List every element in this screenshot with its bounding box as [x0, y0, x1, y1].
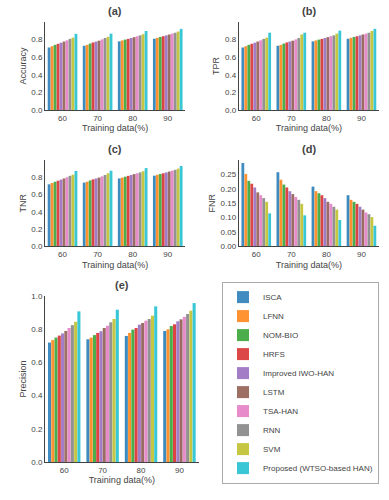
svg-text:60: 60	[252, 250, 261, 259]
svg-text:ISCA: ISCA	[263, 293, 282, 302]
svg-text:0.8: 0.8	[31, 35, 43, 44]
svg-text:80: 80	[322, 114, 331, 123]
svg-text:LSTM: LSTM	[263, 388, 285, 397]
svg-text:90: 90	[163, 114, 172, 123]
svg-text:0.00: 0.00	[221, 242, 237, 251]
svg-text:SVM: SVM	[263, 445, 281, 454]
svg-text:1.0: 1.0	[31, 292, 43, 301]
svg-text:0.6: 0.6	[31, 190, 43, 199]
svg-text:0.6: 0.6	[31, 358, 43, 367]
svg-text:0.10: 0.10	[221, 213, 237, 222]
svg-text:0.6: 0.6	[31, 53, 43, 62]
svg-text:HRFS: HRFS	[263, 350, 285, 359]
svg-text:80: 80	[137, 466, 146, 475]
svg-text:FNR: FNR	[207, 194, 217, 213]
svg-text:Training data(%): Training data(%)	[82, 260, 148, 270]
svg-text:(e): (e)	[115, 279, 129, 291]
svg-text:Improved IWO-HAN: Improved IWO-HAN	[263, 369, 334, 378]
svg-text:0.0: 0.0	[225, 106, 237, 115]
svg-text:Accuracy: Accuracy	[18, 47, 28, 85]
svg-text:60: 60	[58, 114, 67, 123]
svg-text:80: 80	[128, 250, 137, 259]
svg-text:0.8: 0.8	[31, 173, 43, 182]
svg-text:0.6: 0.6	[225, 53, 237, 62]
svg-text:80: 80	[128, 114, 137, 123]
svg-text:0.8: 0.8	[225, 35, 237, 44]
svg-text:0.8: 0.8	[31, 325, 43, 334]
svg-text:0.2: 0.2	[31, 88, 43, 97]
svg-text:(c): (c)	[108, 143, 122, 155]
svg-text:0.4: 0.4	[31, 71, 43, 80]
svg-text:90: 90	[357, 250, 366, 259]
svg-text:Training data(%): Training data(%)	[276, 123, 342, 133]
svg-text:60: 60	[60, 466, 69, 475]
svg-text:80: 80	[322, 250, 331, 259]
svg-text:70: 70	[93, 114, 102, 123]
svg-text:0.0: 0.0	[31, 458, 43, 467]
svg-text:RNN: RNN	[263, 426, 281, 435]
svg-text:70: 70	[287, 250, 296, 259]
svg-text:(d): (d)	[302, 143, 316, 155]
svg-text:0.2: 0.2	[31, 425, 43, 434]
svg-text:90: 90	[357, 114, 366, 123]
svg-text:0.0: 0.0	[31, 106, 43, 115]
svg-text:(a): (a)	[108, 5, 122, 17]
svg-text:60: 60	[58, 250, 67, 259]
svg-text:60: 60	[252, 114, 261, 123]
svg-text:Precision: Precision	[18, 361, 28, 398]
svg-text:0.20: 0.20	[221, 185, 237, 194]
svg-text:0.4: 0.4	[31, 391, 43, 400]
svg-text:(b): (b)	[302, 5, 316, 17]
svg-text:0.4: 0.4	[31, 208, 43, 217]
svg-text:90: 90	[175, 466, 184, 475]
svg-text:TSA-HAN: TSA-HAN	[263, 407, 298, 416]
svg-text:0.2: 0.2	[31, 225, 43, 234]
svg-text:Proposed (WTSO-based HAN): Proposed (WTSO-based HAN)	[263, 464, 373, 473]
svg-text:Training data(%): Training data(%)	[82, 123, 148, 133]
svg-text:70: 70	[93, 250, 102, 259]
svg-text:90: 90	[163, 250, 172, 259]
svg-text:70: 70	[98, 466, 107, 475]
svg-text:0.05: 0.05	[221, 228, 237, 237]
svg-text:TNR: TNR	[18, 194, 28, 213]
svg-text:TPR: TPR	[211, 56, 221, 75]
svg-text:0.25: 0.25	[221, 170, 237, 179]
svg-text:NOM-BIO: NOM-BIO	[263, 331, 298, 340]
svg-text:0.4: 0.4	[225, 71, 237, 80]
svg-text:Training data(%): Training data(%)	[89, 475, 155, 485]
svg-text:LFNN: LFNN	[263, 312, 284, 321]
svg-text:0.0: 0.0	[31, 242, 43, 251]
svg-text:Training data(%): Training data(%)	[276, 260, 342, 270]
svg-text:70: 70	[287, 114, 296, 123]
svg-text:0.2: 0.2	[225, 88, 237, 97]
svg-text:0.15: 0.15	[221, 199, 237, 208]
